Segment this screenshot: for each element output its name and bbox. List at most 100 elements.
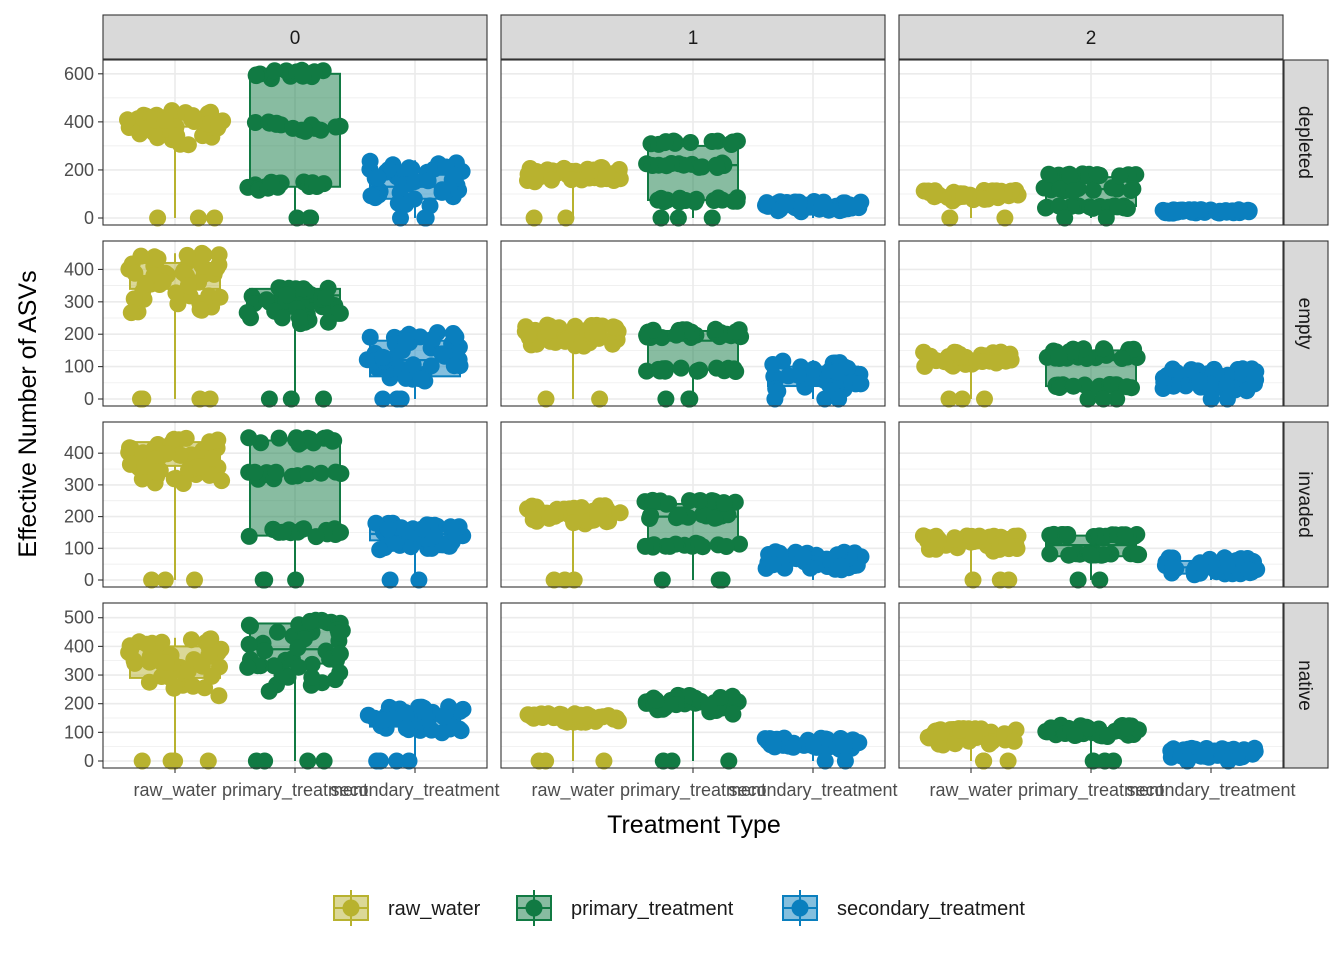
data-point [832, 557, 850, 575]
data-point-zero [557, 209, 575, 227]
points-secondary_treatment [757, 543, 870, 579]
data-point [835, 737, 853, 755]
points-primary_treatment [1037, 716, 1147, 770]
row-strip-label: depleted [1294, 106, 1315, 179]
data-point [946, 735, 964, 753]
y-axis-empty: 0 100 200 300 400 [64, 259, 103, 409]
data-point [1082, 546, 1100, 564]
data-point [141, 653, 159, 671]
boxplot-primary_treatment [238, 279, 349, 408]
data-point [656, 134, 674, 152]
data-point [369, 169, 387, 187]
data-point [179, 277, 197, 295]
x-tick-label: raw_water [929, 780, 1012, 801]
panel-invaded-1 [500, 421, 886, 589]
data-point [210, 246, 228, 264]
data-point [1005, 732, 1023, 750]
data-point-zero [1000, 571, 1018, 589]
data-point [125, 290, 143, 308]
data-point-zero [713, 571, 731, 589]
row-strip-empty: empty [1283, 240, 1329, 407]
data-point [239, 658, 257, 676]
data-point [307, 528, 325, 546]
points-raw_water [519, 497, 629, 589]
data-point-zero [591, 390, 609, 408]
panel-border [500, 421, 886, 588]
points-secondary_treatment [1162, 739, 1264, 770]
data-point-zero [953, 390, 971, 408]
data-point-zero [256, 752, 274, 770]
legend-item-raw_water: raw_water [333, 890, 481, 926]
boxplot-raw_water [120, 429, 231, 589]
data-point [119, 111, 136, 129]
data-point [290, 432, 308, 450]
data-point-zero [315, 390, 332, 408]
data-point [921, 347, 939, 365]
data-point [210, 687, 228, 705]
data-point [647, 691, 665, 709]
points-primary_treatment [638, 320, 750, 408]
data-point [1059, 526, 1077, 543]
data-point [727, 323, 745, 341]
data-point [126, 264, 144, 282]
data-point [392, 519, 410, 537]
y-tick-label: 0 [84, 208, 94, 228]
data-point [238, 304, 256, 322]
panel-border [898, 421, 1284, 588]
points-raw_water [919, 720, 1025, 770]
panel-native-1 [500, 602, 886, 770]
points-primary_treatment [239, 61, 349, 227]
data-point [1240, 561, 1258, 579]
x-axis-title: Treatment Type [607, 811, 781, 839]
boxplot-secondary_treatment [359, 698, 472, 770]
legend-key-point [525, 899, 543, 917]
data-point-zero [199, 752, 217, 770]
data-point [1051, 379, 1069, 396]
data-point [644, 321, 662, 339]
data-point-zero [595, 752, 613, 770]
data-point [266, 62, 284, 80]
data-point [413, 520, 431, 538]
data-point [168, 127, 186, 145]
data-point [136, 276, 154, 294]
panel-border [500, 240, 886, 407]
data-point [572, 706, 590, 724]
data-point [265, 657, 283, 675]
data-point [1238, 382, 1256, 400]
data-point [1103, 376, 1121, 394]
data-point [270, 429, 288, 447]
data-point [815, 193, 833, 211]
boxplot-raw_water [519, 159, 629, 227]
data-point [290, 658, 307, 676]
data-point-zero [537, 390, 555, 408]
data-point [435, 708, 453, 726]
panel-depleted-2 [898, 59, 1284, 227]
data-point-zero [156, 571, 174, 589]
boxplot-secondary_treatment [1162, 739, 1264, 770]
data-point [400, 159, 418, 177]
row-strip-label: empty [1294, 298, 1315, 350]
data-point [556, 332, 574, 350]
data-point [1065, 182, 1083, 200]
data-point [308, 178, 326, 195]
y-tick-label: 200 [64, 507, 94, 527]
data-point [296, 122, 314, 140]
data-point-zero [410, 571, 428, 589]
data-point-zero [392, 209, 409, 227]
boxplot-primary_treatment [638, 320, 750, 408]
legend-label: raw_water [388, 898, 481, 920]
x-axis-0: raw_water primary_treatmentsecondary_trea… [133, 768, 500, 801]
data-point [581, 162, 599, 180]
points-primary_treatment [1041, 525, 1148, 589]
x-tick-label: secondary_treatment [728, 780, 897, 801]
data-point-zero [766, 390, 784, 408]
panels-layer: 0 1 2 depleted 0 200 400 600 empty 0 100 200 300 400 i… [64, 14, 1329, 801]
data-point-zero [143, 571, 161, 589]
data-point [852, 375, 869, 393]
panel-native-0 [102, 602, 488, 770]
data-point [717, 538, 735, 555]
data-point [158, 654, 175, 671]
data-point-zero [133, 752, 151, 770]
boxplot-secondary_treatment [367, 514, 472, 589]
